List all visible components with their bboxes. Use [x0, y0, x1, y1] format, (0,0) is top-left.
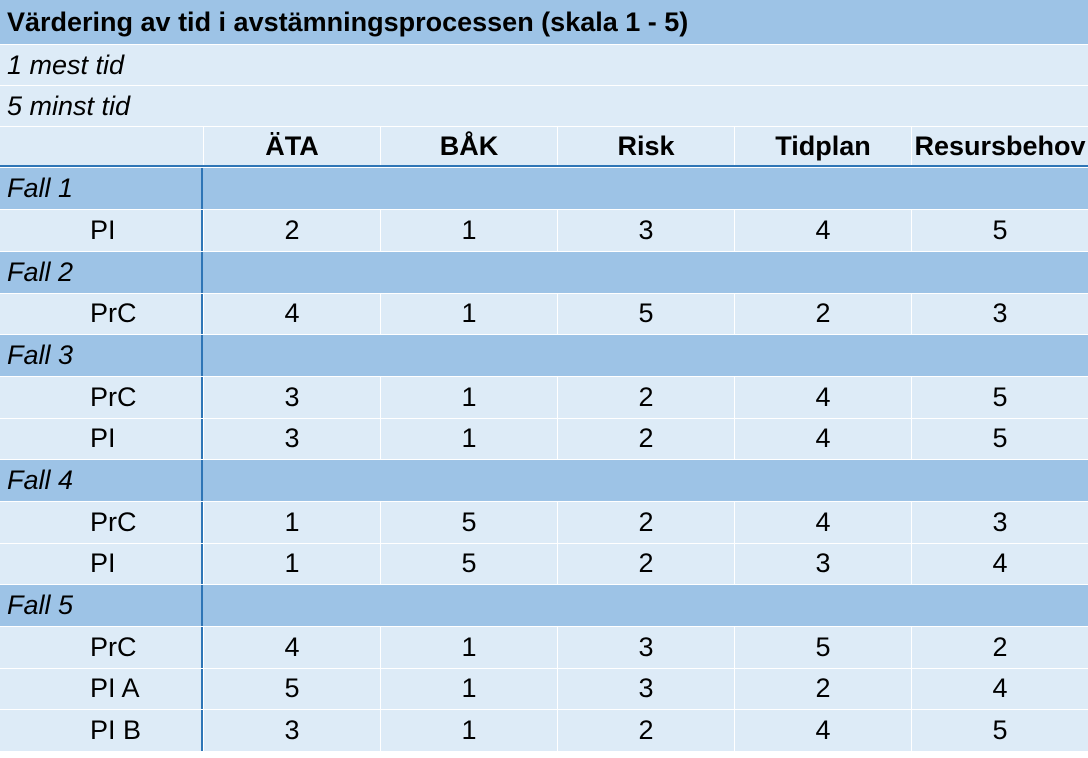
value-cell[interactable]: 2 [557, 418, 734, 459]
value-cell[interactable]: 2 [911, 627, 1088, 668]
value-cell[interactable]: 5 [203, 668, 380, 709]
value-cell[interactable]: 1 [380, 627, 557, 668]
value-cell[interactable]: 1 [380, 293, 557, 334]
table-body: Fall 1 PI 2 1 3 4 5 Fall 2 PrC 4 1 5 2 3 Fall 3 PrC 3 1 2 4… [0, 167, 1088, 751]
value-cell[interactable]: 1 [203, 502, 380, 543]
value-cell[interactable]: 5 [911, 210, 1088, 251]
row-label[interactable]: PI [0, 418, 203, 459]
case-row: Fall 5 [0, 584, 1088, 626]
value-cell[interactable]: 1 [380, 377, 557, 418]
value-cell[interactable]: 4 [734, 710, 911, 751]
value-cell[interactable]: 2 [557, 543, 734, 584]
case-row-filler[interactable] [203, 585, 1088, 626]
value-cell[interactable]: 3 [203, 710, 380, 751]
value-cell[interactable]: 1 [380, 710, 557, 751]
value-cell[interactable]: 4 [734, 418, 911, 459]
value-cell[interactable]: 3 [557, 668, 734, 709]
table-row: PI 2 1 3 4 5 [0, 209, 1088, 251]
case-row-filler[interactable] [203, 252, 1088, 293]
value-cell[interactable]: 2 [734, 668, 911, 709]
case-label[interactable]: Fall 3 [0, 335, 203, 376]
case-label[interactable]: Fall 4 [0, 460, 203, 501]
title-row: Värdering av tid i avstämningsprocessen … [0, 0, 1088, 44]
value-cell[interactable]: 5 [380, 543, 557, 584]
scale-note-least[interactable]: 5 minst tid [7, 90, 131, 121]
case-label[interactable]: Fall 5 [0, 585, 203, 626]
value-cell[interactable]: 2 [557, 377, 734, 418]
value-cell[interactable]: 4 [911, 543, 1088, 584]
header-empty-cell[interactable] [0, 127, 203, 165]
row-label[interactable]: PI A [0, 668, 203, 709]
case-row-filler[interactable] [203, 460, 1088, 501]
column-header[interactable]: Risk [557, 127, 734, 165]
case-row: Fall 1 [0, 167, 1088, 209]
row-label[interactable]: PrC [0, 627, 203, 668]
value-cell[interactable]: 3 [734, 543, 911, 584]
row-label[interactable]: PI [0, 210, 203, 251]
row-label[interactable]: PI B [0, 710, 203, 751]
row-label[interactable]: PrC [0, 502, 203, 543]
note-row: 1 mest tid [0, 44, 1088, 85]
value-cell[interactable]: 5 [380, 502, 557, 543]
value-cell[interactable]: 1 [380, 210, 557, 251]
value-cell[interactable]: 4 [734, 210, 911, 251]
table-row: PrC 1 5 2 4 3 [0, 501, 1088, 543]
table-row: PrC 4 1 3 5 2 [0, 626, 1088, 668]
value-cell[interactable]: 5 [911, 377, 1088, 418]
case-row: Fall 2 [0, 250, 1088, 293]
value-cell[interactable]: 3 [203, 418, 380, 459]
value-cell[interactable]: 2 [734, 293, 911, 334]
case-row: Fall 4 [0, 459, 1088, 501]
value-cell[interactable]: 1 [380, 668, 557, 709]
table-row: PrC 3 1 2 4 5 [0, 376, 1088, 418]
value-cell[interactable]: 1 [380, 418, 557, 459]
value-cell[interactable]: 5 [911, 710, 1088, 751]
case-row-filler[interactable] [203, 168, 1088, 209]
note-row: 5 minst tid [0, 85, 1088, 126]
value-cell[interactable]: 2 [203, 210, 380, 251]
case-row: Fall 3 [0, 334, 1088, 376]
row-label[interactable]: PrC [0, 293, 203, 334]
row-label[interactable]: PrC [0, 377, 203, 418]
value-cell[interactable]: 5 [911, 418, 1088, 459]
value-cell[interactable]: 3 [557, 210, 734, 251]
case-label[interactable]: Fall 1 [0, 168, 203, 209]
column-header[interactable]: BÅK [380, 127, 557, 165]
scale-note-most[interactable]: 1 mest tid [7, 49, 125, 80]
column-header[interactable]: Resursbehov [911, 127, 1088, 165]
table-row: PI 3 1 2 4 5 [0, 417, 1088, 459]
value-cell[interactable]: 3 [203, 377, 380, 418]
table-title[interactable]: Värdering av tid i avstämningsprocessen … [7, 6, 689, 37]
table-row: PI 1 5 2 3 4 [0, 542, 1088, 584]
column-header[interactable]: ÄTA [203, 127, 380, 165]
value-cell[interactable]: 4 [911, 668, 1088, 709]
value-cell[interactable]: 2 [557, 710, 734, 751]
row-label[interactable]: PI [0, 543, 203, 584]
value-cell[interactable]: 5 [734, 627, 911, 668]
value-cell[interactable]: 1 [203, 543, 380, 584]
value-cell[interactable]: 3 [911, 293, 1088, 334]
value-cell[interactable]: 5 [557, 293, 734, 334]
value-cell[interactable]: 3 [911, 502, 1088, 543]
value-cell[interactable]: 4 [734, 377, 911, 418]
header-row: ÄTA BÅK Risk Tidplan Resursbehov [0, 126, 1088, 167]
value-cell[interactable]: 2 [557, 502, 734, 543]
value-cell[interactable]: 3 [557, 627, 734, 668]
case-row-filler[interactable] [203, 335, 1088, 376]
case-label[interactable]: Fall 2 [0, 251, 203, 293]
table-row: PrC 4 1 5 2 3 [0, 292, 1088, 334]
value-cell[interactable]: 4 [203, 293, 380, 334]
value-cell[interactable]: 4 [203, 627, 380, 668]
value-cell[interactable]: 4 [734, 502, 911, 543]
column-header[interactable]: Tidplan [734, 127, 911, 165]
